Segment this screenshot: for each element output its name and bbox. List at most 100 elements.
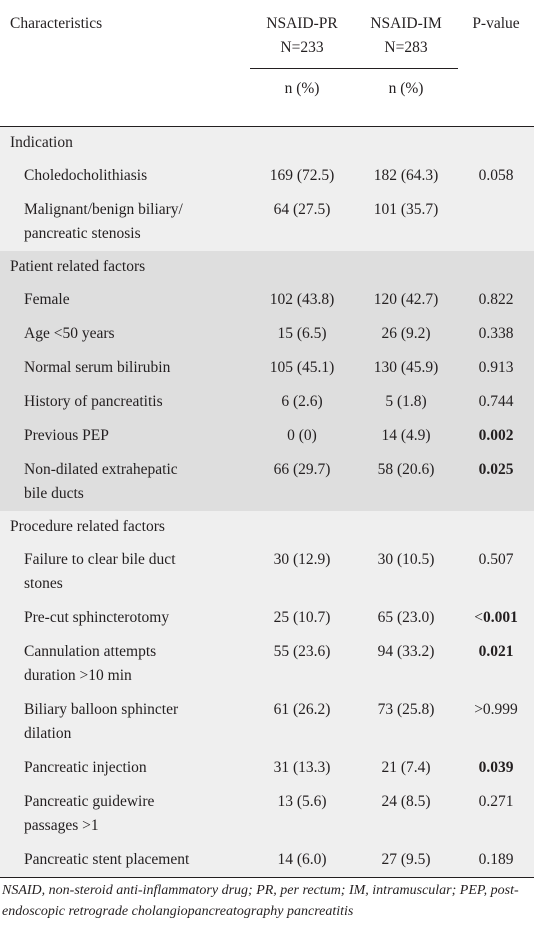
- cell-nsaid-pr: 169 (72.5): [250, 159, 354, 193]
- characteristics-table: Characteristics NSAID-PR N=233 NSAID-IM …: [0, 0, 534, 877]
- row-label-line: passages >1: [24, 817, 99, 834]
- cell-nsaid-pr: 105 (45.1): [250, 351, 354, 385]
- row-label: Female: [0, 283, 250, 317]
- cell-pvalue: 0.744: [458, 385, 534, 419]
- pvalue-text: 0.025: [478, 461, 514, 478]
- cell-nsaid-pr: 64 (27.5): [250, 193, 354, 251]
- pvalue-text: 0.058: [478, 167, 514, 184]
- table-row: Pancreatic injection 31 (13.3) 21 (7.4) 0.0…: [0, 751, 534, 785]
- row-label-line: dilation: [24, 725, 72, 742]
- table-unit-row: n (%) n (%): [0, 68, 534, 127]
- cell-pvalue: 0.507: [458, 543, 534, 601]
- section-title: Procedure related factors: [0, 511, 534, 543]
- header-nsaid-pr-name: NSAID-PR: [266, 15, 338, 32]
- row-label-line: Pancreatic guidewire: [24, 793, 155, 810]
- table-row: Normal serum bilirubin 105 (45.1) 130 (45.…: [0, 351, 534, 385]
- row-label: Failure to clear bile duct stones: [0, 543, 250, 601]
- header-nsaid-im: NSAID-IM N=283: [354, 0, 458, 69]
- section-header: Indication: [0, 126, 534, 159]
- pvalue-text: 0.039: [478, 759, 514, 776]
- row-label: Choledocholithiasis: [0, 159, 250, 193]
- row-label: Pre-cut sphincterotomy: [0, 601, 250, 635]
- cell-nsaid-im: 5 (1.8): [354, 385, 458, 419]
- table-row: History of pancreatitis 6 (2.6) 5 (1.8) 0.7…: [0, 385, 534, 419]
- row-label-line: pancreatic stenosis: [24, 225, 141, 242]
- table-row: Female 102 (43.8) 120 (42.7) 0.822: [0, 283, 534, 317]
- table-row: Previous PEP 0 (0) 14 (4.9) 0.002: [0, 419, 534, 453]
- cell-nsaid-im: 101 (35.7): [354, 193, 458, 251]
- row-label-line: Cannulation attempts: [24, 643, 157, 660]
- cell-pvalue: 0.189: [458, 843, 534, 877]
- cell-nsaid-im: 30 (10.5): [354, 543, 458, 601]
- cell-nsaid-im: 65 (23.0): [354, 601, 458, 635]
- table-row: Failure to clear bile duct stones 30 (12.9…: [0, 543, 534, 601]
- cell-nsaid-pr: 0 (0): [250, 419, 354, 453]
- cell-nsaid-pr: 14 (6.0): [250, 843, 354, 877]
- pvalue-text: 0.002: [478, 427, 514, 444]
- table-row: Pre-cut sphincterotomy 25 (10.7) 65 (23.0)…: [0, 601, 534, 635]
- table-footnote: NSAID, non-steroid anti-inflammatory dru…: [0, 877, 534, 922]
- cell-pvalue: [458, 193, 534, 251]
- cell-nsaid-pr: 61 (26.2): [250, 693, 354, 751]
- row-label-line: stones: [24, 575, 63, 592]
- row-label: Biliary balloon sphincter dilation: [0, 693, 250, 751]
- cell-pvalue: 0.338: [458, 317, 534, 351]
- row-label: Pancreatic injection: [0, 751, 250, 785]
- row-label: Cannulation attempts duration >10 min: [0, 635, 250, 693]
- row-label-line: Previous PEP: [24, 427, 109, 444]
- row-label-line: Female: [24, 291, 70, 308]
- section-header: Patient related factors: [0, 251, 534, 283]
- pvalue-prefix: <: [474, 609, 483, 626]
- row-label-line: History of pancreatitis: [24, 393, 163, 410]
- header-characteristics: Characteristics: [0, 0, 250, 69]
- cell-nsaid-pr: 6 (2.6): [250, 385, 354, 419]
- cell-pvalue: 0.039: [458, 751, 534, 785]
- cell-pvalue: 0.002: [458, 419, 534, 453]
- cell-nsaid-im: 182 (64.3): [354, 159, 458, 193]
- cell-nsaid-im: 130 (45.9): [354, 351, 458, 385]
- cell-nsaid-im: 26 (9.2): [354, 317, 458, 351]
- header-nsaid-pr: NSAID-PR N=233: [250, 0, 354, 69]
- row-label-line: Malignant/benign biliary/: [24, 201, 183, 218]
- cell-nsaid-im: 73 (25.8): [354, 693, 458, 751]
- cell-pvalue: 0.021: [458, 635, 534, 693]
- row-label-line: bile ducts: [24, 485, 84, 502]
- row-label: Malignant/benign biliary/pancreatic sten…: [0, 193, 250, 251]
- pvalue-text: 0.271: [478, 793, 514, 810]
- row-label: Normal serum bilirubin: [0, 351, 250, 385]
- table-row: Choledocholithiasis 169 (72.5) 182 (64.3) 0…: [0, 159, 534, 193]
- row-label-line: Pre-cut sphincterotomy: [24, 609, 170, 626]
- pvalue-text: >0.999: [474, 701, 518, 718]
- cell-nsaid-im: 58 (20.6): [354, 453, 458, 511]
- cell-nsaid-pr: 13 (5.6): [250, 785, 354, 843]
- cell-nsaid-pr: 66 (29.7): [250, 453, 354, 511]
- table-row: Malignant/benign biliary/pancreatic sten…: [0, 193, 534, 251]
- cell-nsaid-pr: 31 (13.3): [250, 751, 354, 785]
- cell-nsaid-im: 21 (7.4): [354, 751, 458, 785]
- row-label-line: Pancreatic stent placement: [24, 851, 190, 868]
- row-label-line: Age <50 years: [24, 325, 115, 342]
- cell-nsaid-pr: 55 (23.6): [250, 635, 354, 693]
- cell-nsaid-im: 14 (4.9): [354, 419, 458, 453]
- cell-nsaid-im: 24 (8.5): [354, 785, 458, 843]
- pvalue-text: 0.001: [482, 609, 518, 626]
- row-label-line: Non-dilated extrahepatic: [24, 461, 178, 478]
- row-label-line: Choledocholithiasis: [24, 167, 148, 184]
- cell-nsaid-pr: 30 (12.9): [250, 543, 354, 601]
- cell-nsaid-im: 27 (9.5): [354, 843, 458, 877]
- pvalue-text: 0.744: [478, 393, 514, 410]
- row-label-line: Pancreatic injection: [24, 759, 147, 776]
- table-header-row: Characteristics NSAID-PR N=233 NSAID-IM …: [0, 0, 534, 69]
- cell-pvalue: <0.001: [458, 601, 534, 635]
- header-pvalue: P-value: [458, 0, 534, 69]
- cell-nsaid-pr: 15 (6.5): [250, 317, 354, 351]
- pvalue-text: 0.021: [478, 643, 514, 660]
- cell-nsaid-im: 120 (42.7): [354, 283, 458, 317]
- section-title: Indication: [0, 126, 534, 159]
- pvalue-text: 0.507: [478, 551, 514, 568]
- table-row: Pancreatic stent placement 14 (6.0) 27 (9.…: [0, 843, 534, 877]
- cell-pvalue: 0.822: [458, 283, 534, 317]
- row-label: Pancreatic stent placement: [0, 843, 250, 877]
- cell-pvalue: 0.913: [458, 351, 534, 385]
